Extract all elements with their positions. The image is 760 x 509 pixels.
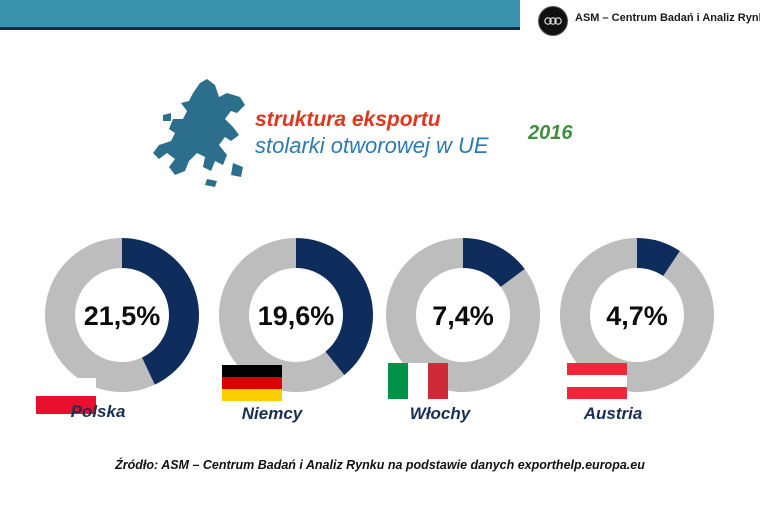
austria-flag-icon (567, 363, 627, 399)
donut-segment-3 (637, 238, 680, 276)
donut-segment-2 (463, 238, 525, 287)
donut-remainder-0 (45, 238, 155, 392)
donut-remainder-3 (559, 238, 714, 392)
country-label-niemcy: Niemcy (241, 404, 303, 423)
donut-value-label-2: 7,4% (432, 301, 494, 331)
donut-value-label-1: 19,6% (258, 301, 335, 331)
chart-title-line2: stolarki otworowej w UE (255, 133, 489, 158)
eu-map-icon (153, 79, 245, 187)
asm-logo-icon (538, 6, 568, 36)
donut-segment-0 (122, 238, 199, 385)
header-bar (0, 0, 520, 30)
italy-flag-icon (388, 363, 448, 399)
donut-value-label-3: 4,7% (606, 301, 668, 331)
donut-remainder-2 (386, 238, 540, 392)
germany-flag-icon (222, 365, 282, 401)
chart-year: 2016 (528, 122, 573, 144)
country-label-wlochy: Włochy (409, 404, 471, 423)
logo-text: ASM – Centrum Badań i Analiz Rynku (575, 12, 760, 24)
source-note: Źródło: ASM – Centrum Badań i Analiz Ryn… (115, 458, 645, 472)
country-label-polska: Polska (70, 402, 126, 421)
donut-remainder-1 (219, 238, 345, 392)
donut-segment-1 (296, 238, 374, 375)
donut-value-label-0: 21,5% (84, 301, 161, 331)
country-label-austria: Austria (583, 404, 643, 423)
poland-flag-icon (36, 378, 96, 414)
chart-title-line1: struktura eksportu (255, 108, 441, 131)
